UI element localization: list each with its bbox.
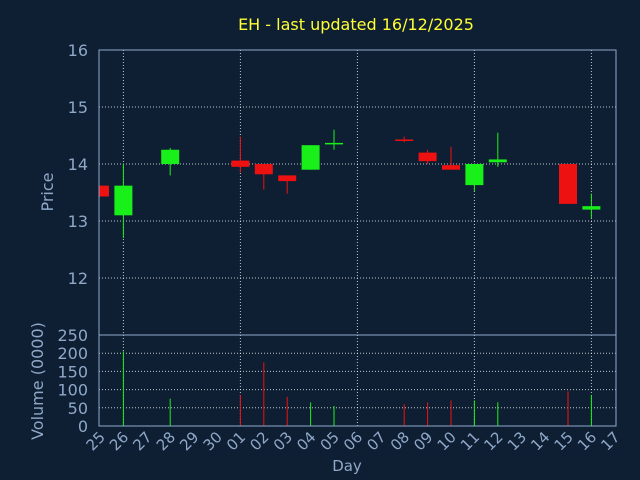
candle-body [325, 142, 343, 145]
candle [395, 136, 414, 143]
candle-body [582, 206, 601, 210]
day-tick-label: 26 [106, 428, 132, 454]
day-axis-label: Day [332, 457, 362, 475]
day-tick-label: 16 [574, 428, 600, 454]
candle-body [559, 164, 577, 204]
day-tick-label: 02 [246, 428, 272, 454]
candle [114, 164, 133, 239]
volume-tick-label: 0 [78, 417, 88, 436]
candle [325, 129, 343, 150]
day-tick-label: 08 [387, 428, 413, 454]
day-tick-labels: 2526272829300102030405060708091011121314… [83, 428, 624, 454]
candle-body [465, 164, 484, 186]
day-tick-label: 10 [434, 428, 460, 454]
candle-body [254, 164, 273, 175]
candle [301, 145, 320, 170]
day-tick-label: 17 [597, 428, 623, 454]
candle-body [418, 152, 437, 162]
candle [99, 185, 109, 197]
candle [442, 146, 460, 170]
price-tick-labels: 12 13 14 15 16 [68, 41, 88, 288]
volume-axis-label: Volume (0000) [28, 322, 47, 440]
candle [231, 136, 250, 173]
candle [559, 164, 577, 204]
candle [278, 175, 297, 194]
price-tick-label: 16 [68, 41, 88, 60]
day-tick-label: 03 [270, 428, 296, 454]
day-tick-label: 30 [200, 428, 226, 454]
price-tick-label: 15 [68, 98, 88, 117]
price-axis-label: Price [38, 172, 57, 211]
candle [582, 193, 601, 219]
day-tick-label: 05 [317, 428, 343, 454]
price-grid [99, 49, 616, 335]
volume-bars [122, 351, 592, 426]
candle-body [99, 185, 109, 197]
volume-tick-label: 200 [57, 344, 88, 363]
volume-tick-label: 100 [57, 381, 88, 400]
volume-tick-label: 250 [57, 326, 88, 345]
candle-body [395, 139, 414, 141]
day-tick-label: 27 [129, 428, 155, 454]
day-tick-label: 07 [363, 428, 389, 454]
day-tick-label: 13 [504, 428, 530, 454]
price-tick-label: 12 [68, 269, 88, 288]
day-tick-label: 12 [480, 428, 506, 454]
volume-tick-label: 50 [68, 399, 88, 418]
price-tick-label: 14 [68, 155, 88, 174]
price-tick-label: 13 [68, 212, 88, 231]
day-tick-label: 15 [551, 428, 577, 454]
day-tick-label: 29 [176, 428, 202, 454]
volume-grid [99, 334, 616, 427]
candle [488, 132, 507, 167]
candle-body [114, 185, 133, 216]
candle [254, 164, 273, 190]
day-tick-label: 01 [223, 428, 249, 454]
day-tick-label: 14 [527, 428, 553, 454]
candle-body [278, 175, 297, 182]
day-tick-label: 11 [457, 428, 483, 454]
chart-title: EH - last updated 16/12/2025 [238, 15, 474, 34]
candle [161, 148, 180, 176]
candle-body [442, 165, 460, 170]
candle-body [488, 159, 507, 163]
volume-panel-frame [98, 334, 617, 427]
candle [418, 149, 437, 164]
candle-body [161, 149, 180, 164]
candles [99, 129, 601, 239]
candle-body [301, 145, 320, 170]
day-tick-label: 28 [153, 428, 179, 454]
day-tick-label: 06 [340, 428, 366, 454]
day-tick-label: 09 [410, 428, 436, 454]
candle-body [231, 160, 250, 167]
day-tick-label: 04 [293, 428, 319, 454]
volume-tick-label: 150 [57, 362, 88, 381]
candle [465, 164, 484, 192]
